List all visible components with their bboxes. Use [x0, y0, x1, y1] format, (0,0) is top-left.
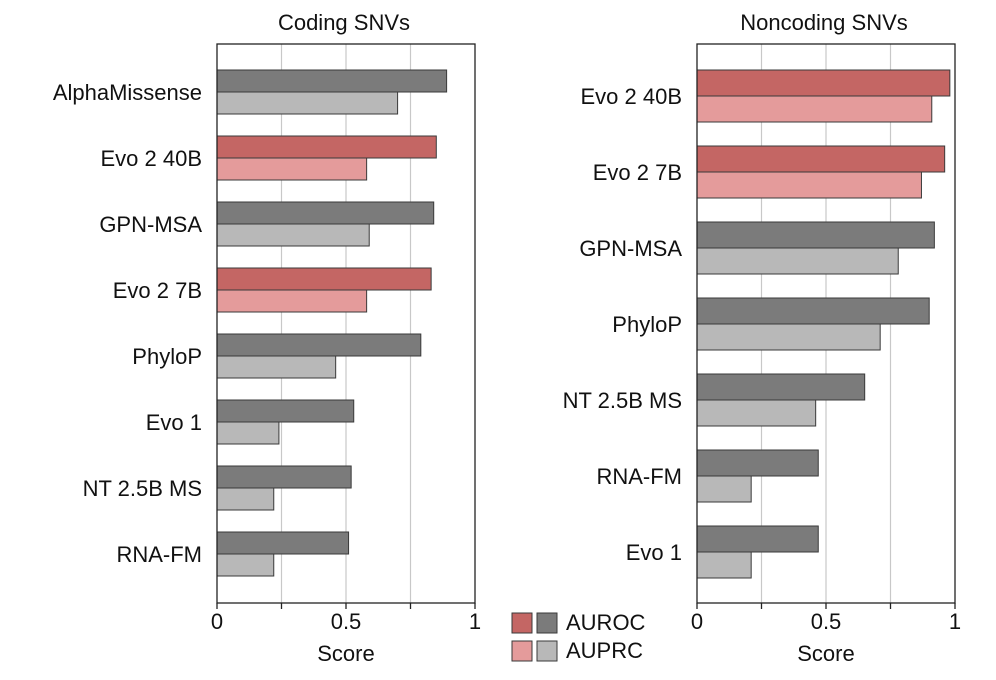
coding-x-tick-label: 0.5: [331, 609, 362, 634]
noncoding-x-tick-label: 1: [949, 609, 961, 634]
coding-bar-evo-2-7b-auroc: [216, 267, 432, 291]
noncoding-category-label: Evo 2 40B: [580, 84, 682, 109]
noncoding-bar-evo-1-auprc: [696, 551, 752, 579]
noncoding-bar-evo-2-40b-auroc: [696, 69, 951, 97]
coding-bar-evo-1-auprc: [216, 421, 280, 445]
noncoding-bar-nt-2-5b-ms-auprc: [696, 399, 817, 427]
coding-bars: [216, 69, 448, 577]
noncoding-category-label: Evo 2 7B: [593, 160, 682, 185]
noncoding-bar-phylop-auroc: [696, 297, 930, 325]
noncoding-category-label: Evo 1: [626, 540, 682, 565]
noncoding-bar-phylop-auprc: [696, 323, 881, 351]
coding-chart-title: Coding SNVs: [278, 10, 410, 35]
coding-x-tick-label: 0: [211, 609, 223, 634]
noncoding-bar-rna-fm-auroc: [696, 449, 819, 477]
coding-x-axis-label: Score: [317, 641, 374, 666]
coding-bar-alphamissense-auprc: [216, 91, 399, 115]
legend-label-auroc: AUROC: [566, 610, 646, 635]
noncoding-category-label: GPN-MSA: [579, 236, 682, 261]
legend-swatch-auroc-highlight: [511, 612, 533, 634]
coding-bar-gpn-msa-auprc: [216, 223, 370, 247]
noncoding-bar-evo-2-7b-auprc: [696, 171, 922, 199]
coding-snvs-panel: Coding SNVs Score AlphaMissense Evo 2 40B…: [53, 10, 481, 666]
coding-bar-nt-2-5b-ms-auprc: [216, 487, 275, 511]
noncoding-bar-evo-1-auroc: [696, 525, 819, 553]
coding-category-label: RNA-FM: [116, 542, 202, 567]
noncoding-snvs-panel: Noncoding SNVs Score Evo 2 40B Evo 2 7B GP…: [563, 10, 962, 666]
noncoding-chart-title: Noncoding SNVs: [740, 10, 908, 35]
noncoding-bar-evo-2-40b-auprc: [696, 95, 933, 123]
legend-swatch-auprc-base: [536, 640, 558, 662]
legend: AUROC AUPRC: [511, 610, 646, 663]
coding-bar-phylop-auprc: [216, 355, 337, 379]
coding-bar-nt-2-5b-ms-auroc: [216, 465, 352, 489]
noncoding-bars: [696, 69, 951, 579]
coding-bar-rna-fm-auroc: [216, 531, 350, 555]
legend-swatch-auroc-base: [536, 612, 558, 634]
coding-category-label: NT 2.5B MS: [83, 476, 202, 501]
coding-category-label: AlphaMissense: [53, 80, 202, 105]
coding-bar-alphamissense-auroc: [216, 69, 448, 93]
legend-label-auprc: AUPRC: [566, 638, 643, 663]
noncoding-bar-rna-fm-auprc: [696, 475, 752, 503]
noncoding-category-label: NT 2.5B MS: [563, 388, 682, 413]
coding-gridlines: [280, 44, 412, 603]
coding-bar-evo-2-40b-auroc: [216, 135, 437, 159]
coding-bar-gpn-msa-auroc: [216, 201, 435, 225]
noncoding-x-axis-label: Score: [797, 641, 854, 666]
coding-bar-evo-2-40b-auprc: [216, 157, 368, 181]
noncoding-category-label: RNA-FM: [596, 464, 682, 489]
noncoding-category-label: PhyloP: [612, 312, 682, 337]
legend-swatch-auprc-highlight: [511, 640, 533, 662]
coding-bar-evo-1-auroc: [216, 399, 355, 423]
coding-bar-evo-2-7b-auprc: [216, 289, 368, 313]
coding-category-label: Evo 1: [146, 410, 202, 435]
coding-category-label: GPN-MSA: [99, 212, 202, 237]
coding-x-tick-label: 1: [469, 609, 481, 634]
coding-bar-phylop-auroc: [216, 333, 422, 357]
coding-category-label: Evo 2 7B: [113, 278, 202, 303]
coding-category-label: Evo 2 40B: [100, 146, 202, 171]
noncoding-x-tick-label: 0: [691, 609, 703, 634]
noncoding-x-tick-label: 0.5: [811, 609, 842, 634]
noncoding-bar-evo-2-7b-auroc: [696, 145, 946, 173]
coding-bar-rna-fm-auprc: [216, 553, 275, 577]
coding-category-label: PhyloP: [132, 344, 202, 369]
noncoding-bar-nt-2-5b-ms-auroc: [696, 373, 866, 401]
noncoding-bar-gpn-msa-auprc: [696, 247, 899, 275]
noncoding-bar-gpn-msa-auroc: [696, 221, 935, 249]
